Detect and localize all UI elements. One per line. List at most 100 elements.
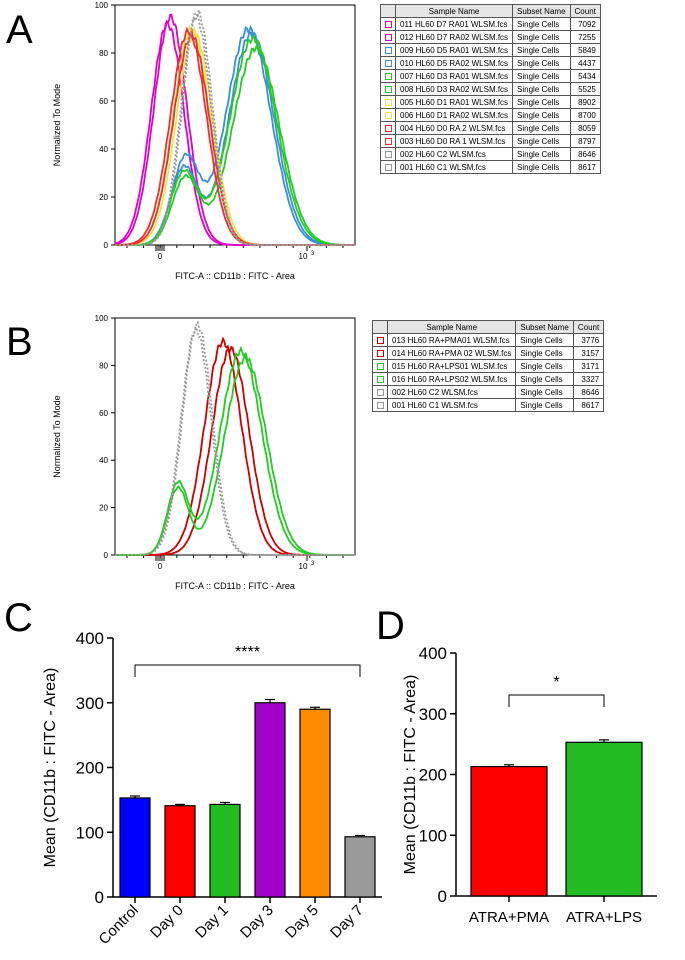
- legend-subset-name: Single Cells: [512, 134, 571, 148]
- legend-sample-name: 011 HL60 D7 RA01 WLSM.fcs: [394, 17, 514, 31]
- bar: [565, 741, 643, 897]
- legend-swatch: [376, 362, 384, 370]
- legend-subset-name: Single Cells: [512, 30, 571, 44]
- legend-subset-name: Single Cells: [515, 333, 574, 347]
- y-axis-label: Mean (CD11b : FITC - Area): [402, 675, 419, 875]
- legend-count: 8059: [569, 121, 601, 135]
- legend-row: 007 HL60 D3 RA01 WLSM.fcs Single Cells 543…: [380, 69, 601, 83]
- legend-row: 001 HL60 C1 WLSM.fcs Single Cells 8617: [372, 398, 605, 412]
- panel-label-d: D: [376, 604, 405, 648]
- legend-subset-name: Single Cells: [515, 398, 574, 412]
- panel-label-a: A: [6, 8, 33, 52]
- legend-table-b: Sample Name Subset Name Count 013 HL60 RA+P…: [372, 320, 605, 412]
- legend-header-selector: [372, 320, 388, 334]
- legend-subset-name: Single Cells: [512, 69, 571, 83]
- y-tick-label: 100: [95, 314, 109, 323]
- x-tick-label: Control: [96, 902, 142, 948]
- legend-subset-name: Single Cells: [515, 372, 574, 386]
- legend-swatch-cell: [372, 398, 388, 412]
- legend-count: 5434: [569, 69, 601, 83]
- legend-subset-name: Single Cells: [512, 17, 571, 31]
- legend-table-a: Sample Name Subset Name Count 011 HL60 D7 R…: [380, 4, 601, 174]
- legend-row: 011 HL60 D7 RA01 WLSM.fcs Single Cells 709…: [380, 17, 601, 31]
- histogram-curve: [115, 34, 355, 246]
- legend-row: 006 HL60 D1 RA02 WLSM.fcs Single Cells 870…: [380, 108, 601, 122]
- panel-label-c: C: [4, 596, 33, 640]
- legend-row: 014 HL60 RA+PMA 02 WLSM.fcs Single Cells 3…: [372, 346, 605, 360]
- x-tick-label-superscript: 3: [311, 251, 315, 257]
- legend-header-cell: Sample Name: [386, 320, 517, 334]
- x-tick-label: Day 0: [147, 902, 187, 942]
- bar: [209, 803, 241, 898]
- legend-swatch: [384, 124, 392, 132]
- significance-bracket: [134, 664, 361, 677]
- legend-swatch-cell: [380, 108, 396, 122]
- panel-label-b: B: [6, 320, 33, 364]
- legend-header-cell: Sample Name: [394, 4, 514, 18]
- legend-swatch: [384, 85, 392, 93]
- y-tick-label: 0: [95, 888, 104, 907]
- legend-swatch: [376, 336, 384, 344]
- legend-count: 8700: [569, 108, 601, 122]
- legend-sample-name: 006 HL60 D1 RA02 WLSM.fcs: [394, 108, 514, 122]
- y-tick-label: 0: [104, 241, 109, 250]
- legend-header-cell: Subset Name: [512, 4, 571, 18]
- legend-count: 8646: [569, 147, 601, 161]
- y-tick-label: 80: [99, 361, 108, 370]
- legend-swatch-cell: [372, 359, 388, 373]
- legend-sample-name: 003 HL60 D0 RA 1 WLSM.fcs: [394, 134, 514, 148]
- legend-subset-name: Single Cells: [512, 56, 571, 70]
- histogram-curve: [115, 12, 355, 246]
- x-tick-label: 10: [299, 562, 308, 571]
- x-tick-label: ATRA+LPS: [566, 909, 642, 926]
- legend-row: 016 HL60 RA+LPS02 WLSM.fcs Single Cells 33…: [372, 372, 605, 386]
- legend-row: 004 HL60 D0 RA 2 WLSM.fcs Single Cells 805…: [380, 121, 601, 135]
- legend-row: 010 HL60 D5 RA02 WLSM.fcs Single Cells 443…: [380, 56, 601, 70]
- legend-swatch: [384, 163, 392, 171]
- legend-count: 5849: [569, 43, 601, 57]
- bar: [254, 702, 286, 898]
- y-tick-label: 60: [99, 97, 108, 106]
- histogram-curve: [115, 44, 355, 246]
- y-tick-label: 200: [76, 759, 104, 778]
- legend-swatch: [376, 401, 384, 409]
- y-tick-label: 0: [438, 887, 447, 906]
- legend-header-cell: Count: [569, 4, 601, 18]
- legend-subset-name: Single Cells: [515, 385, 574, 399]
- legend-row: 001 HL60 C1 WLSM.fcs Single Cells 8617: [380, 160, 601, 174]
- legend-row: 005 HL60 D1 RA01 WLSM.fcs Single Cells 890…: [380, 95, 601, 109]
- x-tick-label: 0: [158, 252, 163, 261]
- y-tick-label: 20: [99, 504, 108, 513]
- y-tick-label: 40: [99, 456, 108, 465]
- y-tick-label: 100: [95, 1, 109, 10]
- legend-count: 8902: [569, 95, 601, 109]
- legend-swatch-cell: [380, 134, 396, 148]
- x-tick-label-superscript: 3: [311, 561, 315, 567]
- significance-label: ****: [235, 644, 260, 661]
- legend-sample-name: 008 HL60 D3 RA02 WLSM.fcs: [394, 82, 514, 96]
- legend-swatch-cell: [380, 43, 396, 57]
- legend-swatch: [384, 98, 392, 106]
- y-tick-label: 300: [419, 705, 447, 724]
- legend-subset-name: Single Cells: [512, 108, 571, 122]
- legend-count: 8617: [572, 398, 605, 412]
- legend-sample-name: 002 HL60 C2 WLSM.fcs: [386, 385, 517, 399]
- legend-swatch: [384, 150, 392, 158]
- x-tick-label: ATRA+PMA: [469, 909, 549, 926]
- legend-swatch: [384, 59, 392, 67]
- significance-bracket: [508, 694, 605, 707]
- legend-swatch-cell: [380, 30, 396, 44]
- legend-header-cell: Count: [572, 320, 605, 334]
- legend-row: 015 HL60 RA+LPS01 WLSM.fcs Single Cells 31…: [372, 359, 605, 373]
- legend-count: 3776: [572, 333, 605, 347]
- legend-count: 8797: [569, 134, 601, 148]
- legend-sample-name: 001 HL60 C1 WLSM.fcs: [386, 398, 517, 412]
- y-tick-label: 100: [419, 826, 447, 845]
- legend-swatch-cell: [380, 160, 396, 174]
- y-tick-label: 20: [99, 193, 108, 202]
- legend-swatch-cell: [380, 147, 396, 161]
- legend-swatch: [376, 349, 384, 357]
- bar-chart-c: 0 100 200 300 400 Mean (CD11b : FITC - Area) C…: [42, 629, 382, 948]
- y-axis-label: Normalized To Mode: [52, 84, 62, 166]
